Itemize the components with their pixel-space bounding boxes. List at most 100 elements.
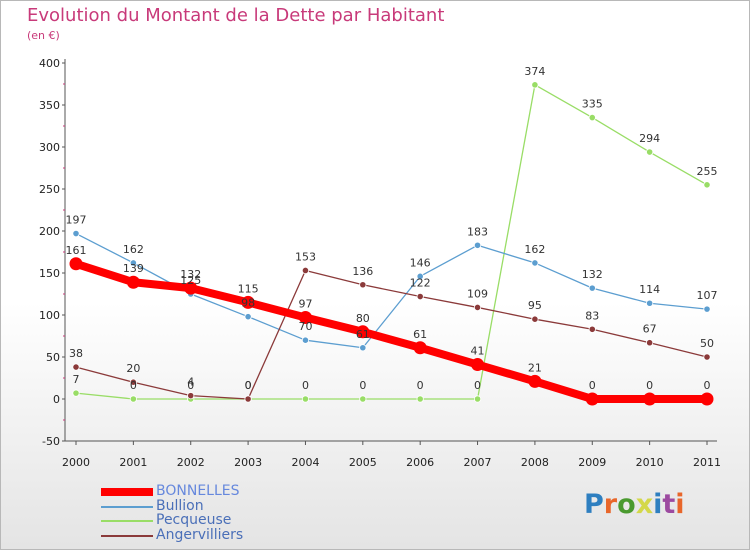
data-label: 374: [524, 65, 545, 78]
y-tick-label: 50: [46, 351, 60, 364]
data-point: [129, 378, 137, 386]
data-point: [129, 395, 137, 403]
data-label: 107: [697, 289, 718, 302]
series-line-pecqueuse: [75, 84, 708, 400]
data-point: [72, 363, 80, 371]
y-tick-label: 250: [39, 183, 60, 196]
data-point: [531, 259, 539, 267]
logo-letter: P: [584, 489, 604, 520]
data-point: [643, 392, 657, 406]
data-label: 50: [700, 337, 714, 350]
data-label: 0: [646, 379, 653, 392]
data-point: [184, 281, 198, 295]
data-point: [413, 341, 427, 355]
data-point: [646, 148, 654, 156]
data-point: [703, 305, 711, 313]
logo-letter: o: [617, 489, 636, 520]
data-point: [359, 281, 367, 289]
y-tick-label: 350: [39, 99, 60, 112]
data-label: 95: [528, 299, 542, 312]
data-point: [301, 395, 310, 403]
legend-item: Pecqueuse: [101, 512, 401, 529]
data-label: 7: [73, 373, 80, 386]
data-label: 0: [187, 379, 194, 392]
data-label: 114: [639, 283, 660, 296]
logo-letter: x: [635, 489, 654, 520]
x-tick-label: 2008: [521, 456, 549, 469]
data-label: 0: [474, 379, 481, 392]
data-label: 139: [123, 262, 144, 275]
legend-label: Bullion: [156, 497, 204, 514]
data-label: 125: [180, 274, 201, 287]
data-point: [72, 389, 80, 397]
data-label: 0: [417, 379, 424, 392]
data-label: 83: [585, 309, 599, 322]
data-point: [359, 344, 367, 352]
data-point: [126, 275, 140, 289]
data-label: 97: [298, 298, 312, 311]
data-label: 161: [66, 244, 87, 257]
x-tick-label: 2004: [291, 456, 319, 469]
data-point: [703, 181, 711, 189]
data-label: 98: [241, 297, 255, 310]
x-tick-label: 2001: [119, 456, 147, 469]
data-point: [588, 284, 596, 292]
x-tick-label: 2007: [464, 456, 492, 469]
data-label: 4: [187, 376, 194, 389]
chart-unit: (en €): [27, 29, 60, 42]
x-tick-label: 2003: [234, 456, 262, 469]
data-point: [69, 257, 83, 271]
legend: BONNELLES Bullion Pecqueuse Angervilliers: [101, 483, 401, 543]
data-point: [588, 325, 596, 333]
data-label: 38: [69, 347, 83, 360]
data-point: [528, 374, 542, 388]
data-label: 80: [356, 312, 370, 325]
legend-item: BONNELLES: [101, 483, 401, 500]
legend-label: Angervilliers: [156, 526, 244, 543]
data-label: 0: [245, 379, 252, 392]
legend-item: Bullion: [101, 497, 401, 515]
y-tick-label: 100: [39, 309, 60, 322]
data-label: 70: [298, 320, 312, 333]
data-label: 132: [582, 268, 603, 281]
data-label: 115: [238, 282, 259, 295]
data-label: 109: [467, 287, 488, 300]
data-label: 20: [126, 362, 140, 375]
data-label: 0: [359, 379, 366, 392]
y-tick-label: 400: [39, 57, 60, 70]
data-label: 0: [589, 379, 596, 392]
data-label: 197: [66, 214, 87, 227]
y-tick-label: 200: [39, 225, 60, 238]
data-point: [471, 358, 485, 372]
series-line-angervilliers: [75, 269, 708, 400]
data-point: [473, 303, 482, 312]
series-line-bonnelles: [72, 259, 711, 403]
data-label: 67: [643, 323, 657, 336]
chart-title: Evolution du Montant de la Dette par Hab…: [27, 5, 445, 26]
data-point: [473, 241, 482, 249]
data-point: [356, 325, 370, 339]
x-tick-label: 2011: [693, 456, 721, 469]
data-point: [359, 395, 367, 403]
data-label: 21: [528, 361, 542, 374]
data-label: 162: [123, 243, 144, 256]
x-tick-label: 2002: [177, 456, 205, 469]
data-point: [416, 292, 424, 301]
data-label: 132: [180, 268, 201, 281]
data-label: 41: [471, 345, 485, 358]
data-label: 255: [697, 165, 718, 178]
legend-swatch: [101, 520, 153, 522]
data-point: [588, 114, 596, 122]
y-tick-label: 150: [39, 267, 60, 280]
data-point: [244, 395, 252, 403]
y-tick-label: 300: [39, 141, 60, 154]
legend-label: BONNELLES: [156, 483, 240, 499]
data-label: 61: [413, 328, 427, 341]
data-label: 0: [302, 379, 309, 392]
data-label: 0: [245, 379, 252, 392]
data-point: [700, 392, 714, 406]
data-label: 122: [410, 277, 431, 290]
data-point: [241, 295, 255, 309]
data-point: [531, 315, 539, 323]
